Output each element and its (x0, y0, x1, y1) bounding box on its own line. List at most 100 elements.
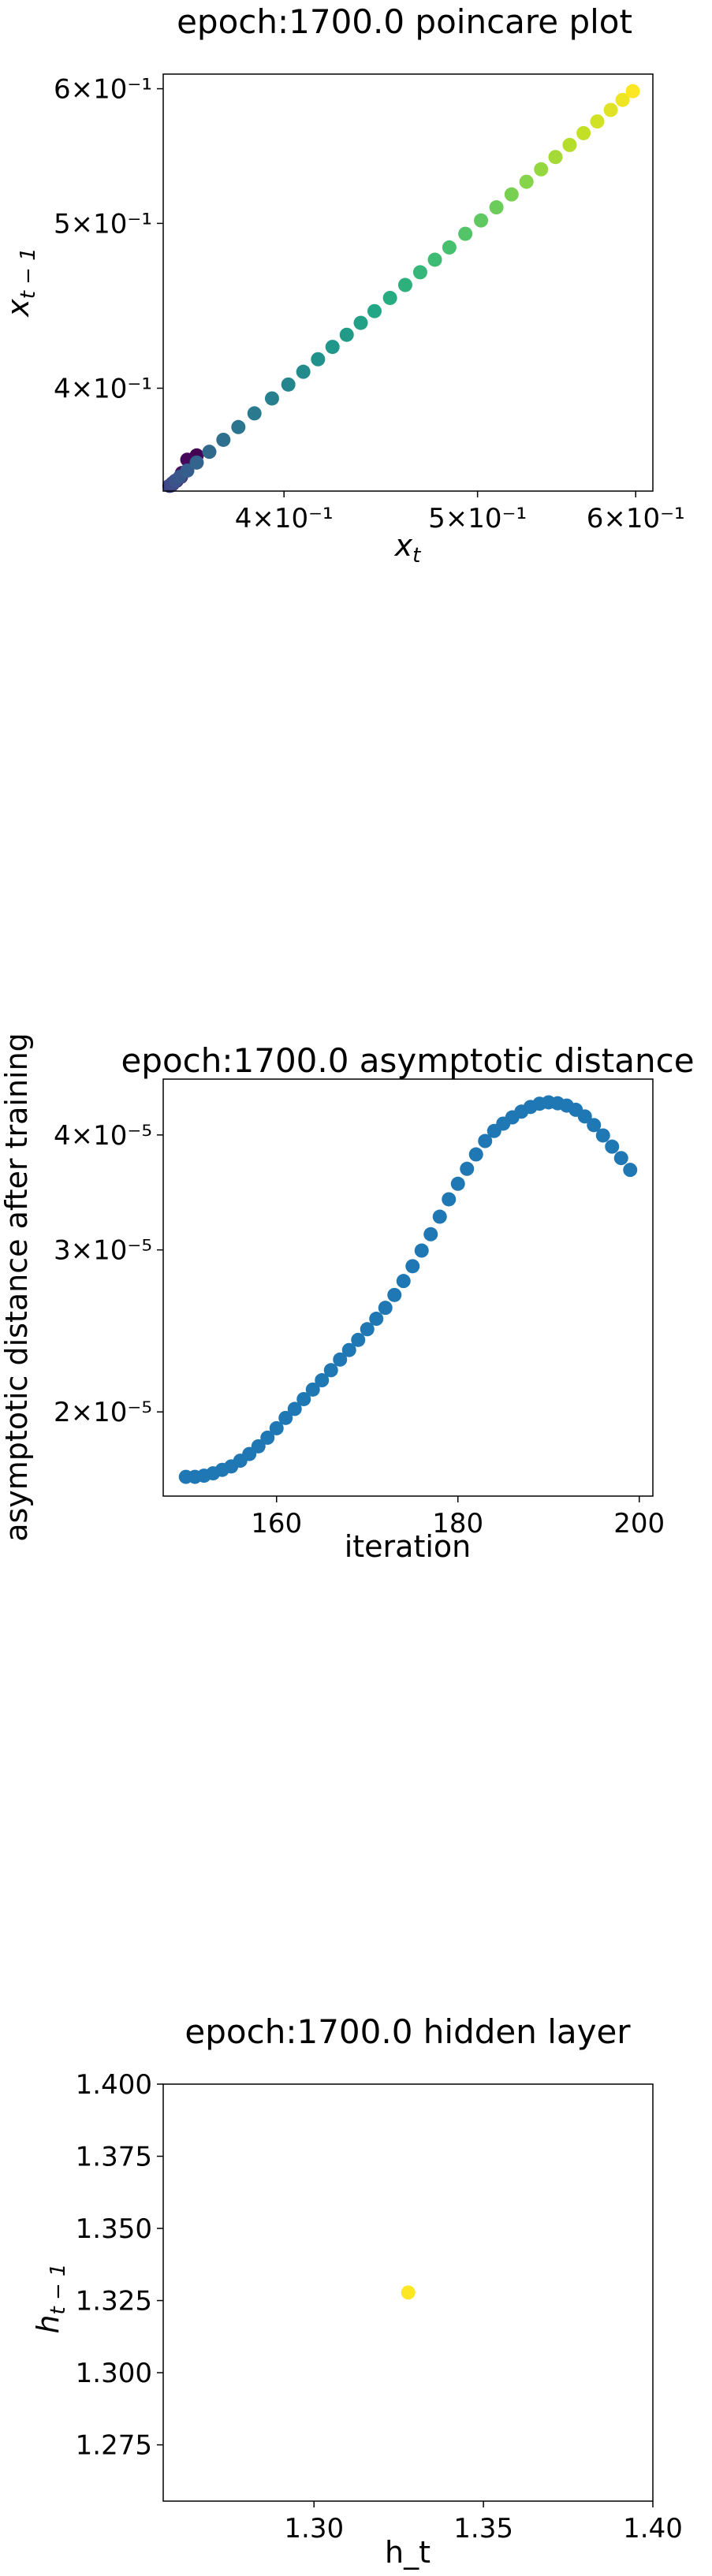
data-point (489, 200, 504, 215)
y-ticks: 1.275 1.300 1.325 1.350 1.375 1.400 (76, 2069, 163, 2462)
data-point (311, 352, 326, 367)
data-point (613, 1151, 628, 1166)
data-point (458, 226, 473, 241)
data-point (323, 1363, 338, 1378)
x-tick-label: 6×10⁻¹ (587, 503, 685, 534)
data-point (333, 1352, 348, 1367)
data-point (587, 1118, 602, 1133)
data-point (468, 1147, 483, 1162)
x-tick-label: 4×10⁻¹ (235, 503, 334, 534)
data-point (504, 187, 519, 202)
y-tick-label: 6×10⁻¹ (54, 74, 152, 106)
data-point (287, 1402, 302, 1416)
data-point (353, 315, 368, 330)
x-ticks: 1.30 1.35 1.40 (284, 2501, 683, 2544)
data-point (387, 1287, 402, 1302)
y-ticks: 4×10⁻¹ 5×10⁻¹ 6×10⁻¹ (54, 74, 163, 405)
data-point (269, 1420, 284, 1435)
y-axis-label: asymptotic distance after training (0, 1033, 34, 1542)
data-point (341, 1342, 356, 1357)
data-point (562, 137, 577, 152)
data-point (305, 1382, 320, 1397)
data-point (247, 406, 262, 421)
y-tick-label: 1.400 (76, 2069, 152, 2101)
data-point (414, 1243, 429, 1258)
y-tick-label: 5×10⁻¹ (54, 208, 152, 240)
data-point (605, 1139, 620, 1154)
data-point (603, 102, 618, 117)
data-point (623, 1163, 638, 1178)
data-point (595, 1128, 610, 1143)
data-point (577, 1109, 592, 1124)
x-tick-label: 1.40 (623, 2513, 683, 2544)
data-point (180, 463, 195, 478)
x-tick-label: 1.35 (453, 2513, 513, 2544)
data-point (216, 432, 231, 447)
plot-points (178, 1095, 638, 1484)
y-tick-label: 1.325 (76, 2286, 152, 2317)
plot-frame (162, 2083, 654, 2502)
data-point (382, 290, 397, 305)
data-point (427, 252, 442, 267)
chart-title: epoch:1700.0 hidden layer (185, 2012, 631, 2051)
x-axis-label: h_t (385, 2535, 431, 2570)
data-point (281, 377, 296, 392)
data-point (401, 2285, 416, 2300)
data-point (625, 84, 640, 99)
data-point (264, 391, 279, 406)
data-point (423, 1227, 438, 1241)
plot-frame (162, 73, 654, 492)
data-point (478, 1134, 493, 1148)
data-point (442, 240, 457, 255)
data-point (432, 1209, 447, 1224)
x-tick-label: 160 (251, 1508, 302, 1539)
data-point (378, 1301, 393, 1316)
plot-points (401, 2285, 416, 2300)
y-axis-label: xt − 1 (1, 248, 40, 318)
data-point (519, 174, 534, 189)
y-axis-label: ht − 1 (31, 2263, 70, 2333)
data-point (396, 1274, 411, 1289)
data-point (251, 1439, 266, 1454)
data-point (615, 92, 630, 107)
data-point (576, 125, 591, 140)
data-point (296, 1391, 311, 1406)
data-point (590, 114, 605, 129)
y-tick-label: 1.375 (76, 2142, 152, 2173)
data-point (460, 1161, 475, 1176)
data-point (367, 303, 382, 318)
poincare-plot: epoch:1700.0 poincare plot 4×10⁻¹ 5×10⁻¹ 6… (1, 2, 685, 568)
data-point (296, 364, 311, 379)
data-point (534, 162, 549, 177)
data-point (202, 445, 217, 460)
y-tick-label: 1.275 (76, 2430, 152, 2462)
data-point (325, 340, 340, 355)
data-point (397, 277, 412, 292)
x-axis-label: xt (394, 528, 422, 568)
asymptotic-distance-plot: epoch:1700.0 asymptotic distance 160 180 2… (0, 1033, 695, 1564)
data-point (339, 327, 354, 342)
data-point (260, 1430, 275, 1445)
plot-frame (162, 1078, 654, 1497)
data-point (474, 213, 489, 228)
x-tick-label: 1.30 (284, 2513, 344, 2544)
y-ticks: 2×10⁻⁵ 3×10⁻⁵ 4×10⁻⁵ (54, 1120, 163, 1428)
y-tick-label: 1.300 (76, 2358, 152, 2389)
y-tick-label: 1.350 (76, 2213, 152, 2245)
data-point (405, 1259, 420, 1274)
x-tick-label: 180 (432, 1508, 483, 1539)
plot-points (162, 84, 640, 493)
chart-title: epoch:1700.0 asymptotic distance (121, 1041, 694, 1080)
data-point (189, 455, 204, 470)
data-point (351, 1332, 366, 1347)
data-point (412, 265, 427, 280)
x-tick-label: 200 (613, 1508, 665, 1539)
data-point (450, 1176, 465, 1191)
data-point (548, 150, 563, 165)
x-axis-label: iteration (345, 1529, 472, 1564)
data-point (278, 1410, 293, 1425)
data-point (360, 1322, 375, 1337)
x-ticks: 160 180 200 (251, 1496, 665, 1539)
x-tick-label: 5×10⁻¹ (428, 503, 527, 534)
